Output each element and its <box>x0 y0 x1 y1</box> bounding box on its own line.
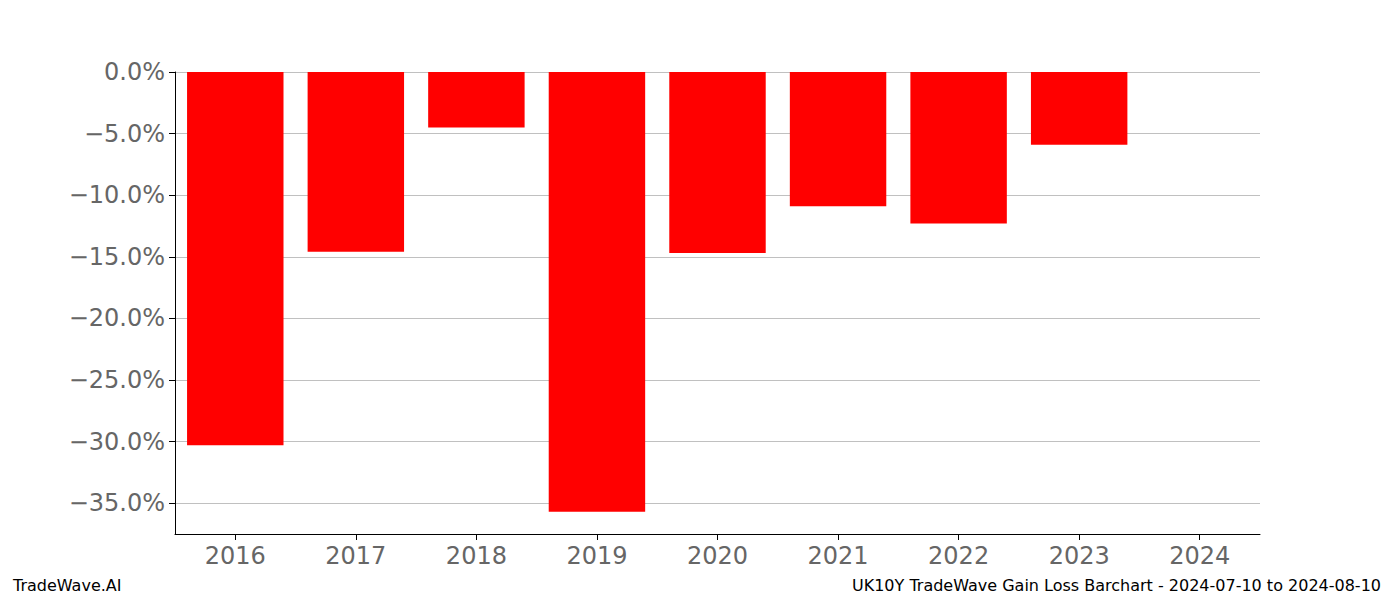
svg-text:2021: 2021 <box>808 542 869 570</box>
svg-text:2019: 2019 <box>566 542 627 570</box>
svg-text:2023: 2023 <box>1049 542 1110 570</box>
svg-text:2016: 2016 <box>205 542 266 570</box>
svg-text:2017: 2017 <box>325 542 386 570</box>
svg-text:0.0%: 0.0% <box>104 58 165 86</box>
svg-text:2022: 2022 <box>928 542 989 570</box>
svg-text:−5.0%: −5.0% <box>84 120 165 148</box>
svg-text:2024: 2024 <box>1169 542 1230 570</box>
svg-text:2020: 2020 <box>687 542 748 570</box>
svg-text:−10.0%: −10.0% <box>69 181 165 209</box>
svg-text:2018: 2018 <box>446 542 507 570</box>
svg-text:−25.0%: −25.0% <box>69 366 165 394</box>
svg-text:UK10Y TradeWave Gain Loss Barc: UK10Y TradeWave Gain Loss Barchart - 202… <box>852 576 1381 595</box>
svg-text:TradeWave.AI: TradeWave.AI <box>12 576 121 595</box>
svg-text:−30.0%: −30.0% <box>69 428 165 456</box>
svg-text:−20.0%: −20.0% <box>69 304 165 332</box>
svg-text:−35.0%: −35.0% <box>69 489 165 517</box>
svg-text:−15.0%: −15.0% <box>69 243 165 271</box>
